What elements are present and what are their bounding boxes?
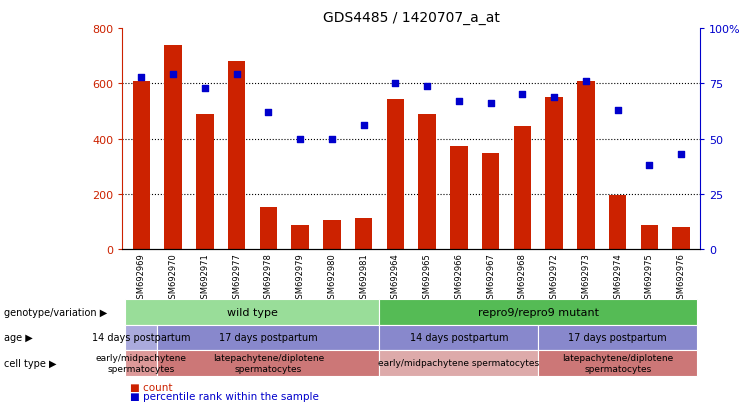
Point <box>167 72 179 78</box>
Point <box>326 136 338 143</box>
Text: latepachytene/diplotene
spermatocytes: latepachytene/diplotene spermatocytes <box>213 354 324 373</box>
Point <box>612 107 624 114</box>
Bar <box>227 62 245 250</box>
Bar <box>577 81 594 250</box>
Bar <box>641 225 658 250</box>
Point <box>199 85 210 92</box>
Point <box>580 78 592 85</box>
Bar <box>133 81 150 250</box>
Text: age ▶: age ▶ <box>4 332 33 343</box>
Text: ■ count: ■ count <box>130 382 172 392</box>
Point <box>262 109 274 116</box>
Point <box>358 123 370 129</box>
Text: ■ percentile rank within the sample: ■ percentile rank within the sample <box>130 392 319 401</box>
Bar <box>355 218 372 250</box>
Text: genotype/variation ▶: genotype/variation ▶ <box>4 307 107 317</box>
Text: wild type: wild type <box>227 307 278 317</box>
Point <box>675 152 687 158</box>
Text: cell type ▶: cell type ▶ <box>4 358 56 368</box>
Point <box>485 101 496 107</box>
Bar <box>196 114 213 250</box>
Text: early/midpachytene spermatocytes: early/midpachytene spermatocytes <box>379 358 539 368</box>
Point <box>294 136 306 143</box>
Point <box>453 99 465 105</box>
Bar <box>450 146 468 250</box>
Text: 17 days postpartum: 17 days postpartum <box>219 332 318 343</box>
Bar <box>165 45 182 250</box>
Point <box>136 74 147 81</box>
Text: 14 days postpartum: 14 days postpartum <box>92 332 190 343</box>
Bar <box>323 221 341 250</box>
Point <box>230 72 242 78</box>
Bar <box>482 153 499 250</box>
Point <box>390 81 402 88</box>
Title: GDS4485 / 1420707_a_at: GDS4485 / 1420707_a_at <box>323 11 499 25</box>
Bar <box>291 225 309 250</box>
Text: 17 days postpartum: 17 days postpartum <box>568 332 667 343</box>
Bar <box>673 228 690 250</box>
Point <box>421 83 433 90</box>
Bar <box>609 196 626 250</box>
Bar <box>545 98 563 250</box>
Point <box>643 163 655 169</box>
Bar <box>514 127 531 250</box>
Text: early/midpachytene
spermatocytes: early/midpachytene spermatocytes <box>96 354 187 373</box>
Bar <box>419 114 436 250</box>
Point <box>548 94 560 101</box>
Bar <box>259 207 277 250</box>
Text: latepachytene/diplotene
spermatocytes: latepachytene/diplotene spermatocytes <box>562 354 674 373</box>
Text: repro9/repro9 mutant: repro9/repro9 mutant <box>478 307 599 317</box>
Text: 14 days postpartum: 14 days postpartum <box>410 332 508 343</box>
Point <box>516 92 528 98</box>
Bar <box>387 100 404 250</box>
